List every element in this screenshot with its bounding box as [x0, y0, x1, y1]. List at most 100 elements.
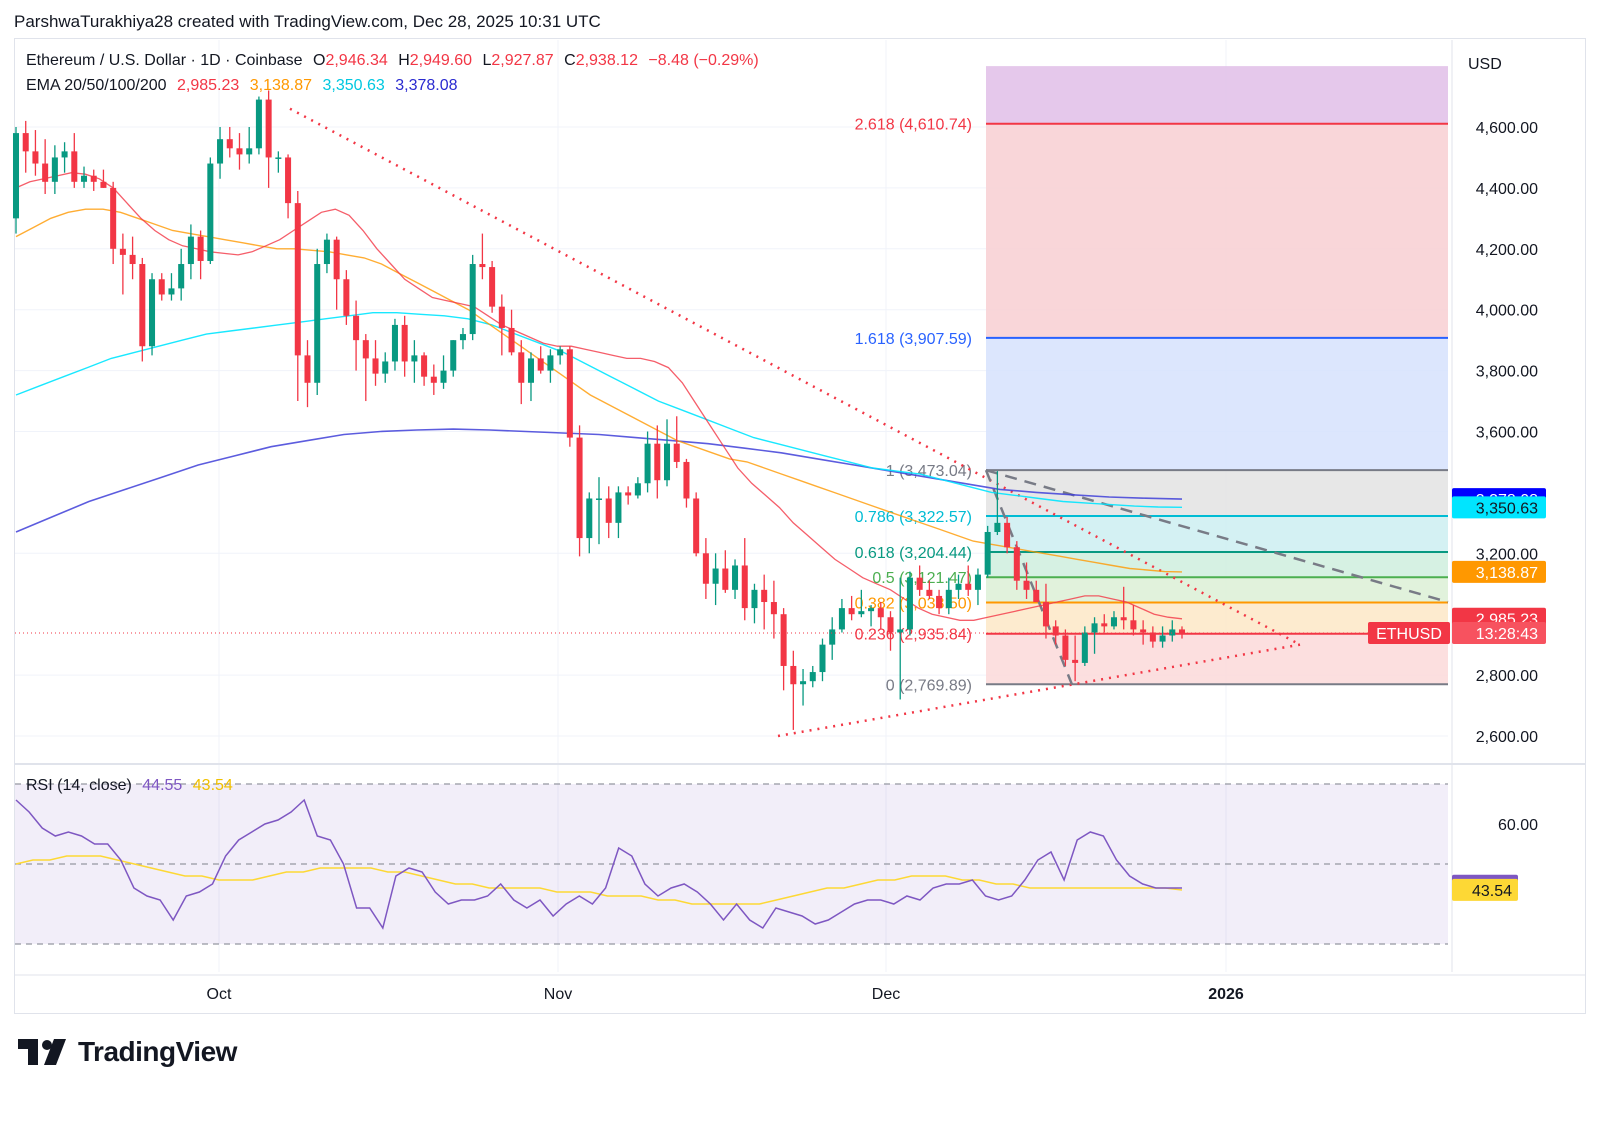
candle — [187, 224, 194, 280]
fib-label-0.382: 0.382 (3,038.50) — [855, 595, 972, 612]
candle-body — [217, 139, 224, 164]
candle — [158, 273, 165, 301]
candle-body — [751, 589, 758, 609]
candle — [469, 254, 476, 341]
candle-body — [285, 157, 292, 204]
candle-body — [489, 267, 496, 307]
ema200-line — [15, 428, 1183, 533]
dashed-trendline — [985, 468, 1449, 604]
candle — [139, 257, 146, 362]
candle — [877, 602, 884, 630]
fib-label-0.236: 0.236 (2,935.84) — [855, 627, 972, 644]
candle — [1149, 626, 1156, 648]
candle — [129, 236, 136, 280]
open-value: O2,946.34 — [313, 52, 388, 69]
candle-body — [1178, 629, 1186, 634]
fib-label-1: 1 (3,473.04) — [886, 463, 972, 480]
candle — [411, 340, 418, 383]
candle — [838, 598, 845, 633]
candle-body — [809, 672, 816, 682]
candle-body — [1169, 629, 1176, 636]
candle-body — [838, 608, 845, 630]
candle — [333, 236, 340, 310]
candle-body — [1052, 626, 1059, 636]
candle-body — [71, 151, 78, 182]
candle — [829, 617, 836, 660]
candle — [1033, 580, 1040, 603]
candle — [848, 595, 855, 621]
candle-body — [236, 148, 243, 155]
price-tick-label: 3,600.00 — [1476, 425, 1538, 442]
candle-body — [595, 498, 603, 500]
candle-body — [508, 327, 515, 353]
price-badge-text: 3,350.63 — [1476, 500, 1538, 517]
candle-body — [119, 248, 126, 255]
candle — [294, 190, 301, 402]
candle-body — [158, 279, 165, 295]
fib-label-0.786: 0.786 (3,322.57) — [855, 509, 972, 526]
candle-body — [955, 583, 962, 590]
candle — [61, 142, 68, 173]
candle-body — [139, 264, 146, 347]
candle-body — [858, 611, 865, 615]
ema200-value: 3,378.08 — [395, 77, 458, 94]
candle-body — [518, 352, 525, 383]
candle-body — [323, 239, 330, 265]
candle — [887, 611, 894, 651]
candle — [440, 355, 447, 389]
candle — [90, 169, 97, 191]
author-line: ParshwaTurakhiya28 created with TradingV… — [14, 12, 601, 31]
candle-body — [226, 139, 233, 149]
candle — [81, 166, 88, 188]
candle-body — [411, 355, 418, 362]
candle — [625, 486, 632, 505]
candle-body — [421, 355, 428, 377]
candle-body — [644, 443, 651, 484]
candle — [51, 145, 58, 194]
candle-body — [1042, 602, 1049, 627]
candle — [217, 127, 224, 179]
candle-body — [440, 370, 447, 383]
price-badge-bg — [1452, 496, 1546, 519]
candle — [858, 589, 865, 618]
candle — [450, 340, 457, 377]
candle-body — [1159, 635, 1166, 642]
candle-body — [197, 236, 204, 261]
candle — [770, 580, 777, 639]
candle-body — [906, 577, 913, 630]
candle — [246, 127, 253, 164]
fib-zone — [986, 337, 1448, 471]
candle-body — [469, 264, 476, 335]
candle — [1072, 635, 1079, 682]
candle — [42, 139, 49, 194]
candle-body — [761, 589, 768, 603]
candle-body — [770, 602, 777, 615]
ohlc-legend: Ethereum / U.S. Dollar · 1D · Coinbase O… — [26, 52, 765, 70]
candle — [566, 346, 573, 447]
candle — [110, 181, 117, 265]
candle-body — [1013, 547, 1020, 581]
tradingview-logo[interactable]: TradingView — [18, 1036, 237, 1068]
candle — [664, 419, 671, 487]
candle-body — [712, 568, 719, 584]
candle-body — [479, 264, 486, 268]
candle-body — [304, 355, 311, 383]
candle-body — [187, 236, 194, 265]
candle — [430, 364, 437, 395]
candle-body — [401, 324, 408, 362]
time-label-oct: Oct — [207, 986, 232, 1003]
price-tick-label: 3,200.00 — [1476, 546, 1538, 563]
candle — [498, 294, 505, 356]
candle — [965, 565, 972, 596]
fib-zone — [986, 577, 1448, 603]
candle — [819, 638, 826, 682]
candle-body — [527, 358, 534, 383]
trendlines — [289, 107, 1449, 738]
candle-body — [255, 99, 262, 149]
candle — [654, 425, 661, 499]
candle — [537, 346, 544, 374]
candle — [984, 525, 991, 578]
candle — [1042, 583, 1049, 639]
